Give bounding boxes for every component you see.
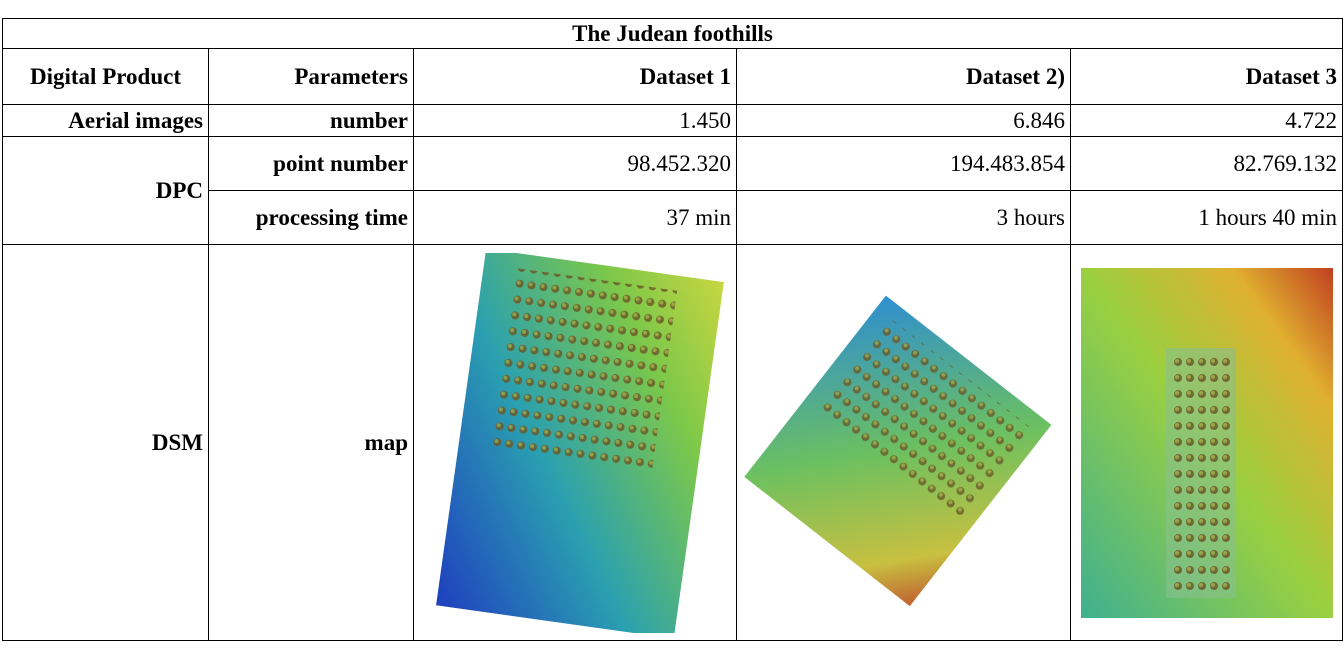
parameter: point number (209, 137, 414, 191)
header-cell: Dataset 1 (414, 49, 737, 105)
cell: 37 min (414, 191, 737, 245)
dsm-map (744, 278, 1064, 608)
cell: 98.452.320 (414, 137, 737, 191)
header-cell: Dataset 2) (737, 49, 1071, 105)
header-cell: Dataset 3 (1071, 49, 1343, 105)
row-label: DPC (3, 137, 209, 245)
page: The Judean foothills Digital Product Par… (0, 0, 1344, 653)
cell: 1 hours 40 min (1071, 191, 1343, 245)
cell: 194.483.854 (737, 137, 1071, 191)
map-cell (414, 245, 737, 641)
cell: 3 hours (737, 191, 1071, 245)
map-cell (1071, 245, 1343, 641)
header-cell: Digital Product (3, 49, 209, 105)
parameter: map (209, 245, 414, 641)
header-cell: Parameters (209, 49, 414, 105)
row-label: Aerial images (3, 105, 209, 137)
row: Aerial images number 1.450 6.846 4.722 (3, 105, 1343, 137)
data-table: The Judean foothills Digital Product Par… (2, 18, 1343, 641)
row-label: DSM (3, 245, 209, 641)
row: DSM map (3, 245, 1343, 641)
table-title: The Judean foothills (3, 19, 1343, 49)
header-row: Digital Product Parameters Dataset 1 Dat… (3, 49, 1343, 105)
cell: 4.722 (1071, 105, 1343, 137)
map-cell (737, 245, 1071, 641)
dsm-map (1076, 258, 1338, 628)
cell: 82.769.132 (1071, 137, 1343, 191)
dsm-map (420, 253, 730, 633)
cell: 1.450 (414, 105, 737, 137)
parameter: processing time (209, 191, 414, 245)
cell: 6.846 (737, 105, 1071, 137)
title-row: The Judean foothills (3, 19, 1343, 49)
parameter: number (209, 105, 414, 137)
row: DPC point number 98.452.320 194.483.854 … (3, 137, 1343, 191)
